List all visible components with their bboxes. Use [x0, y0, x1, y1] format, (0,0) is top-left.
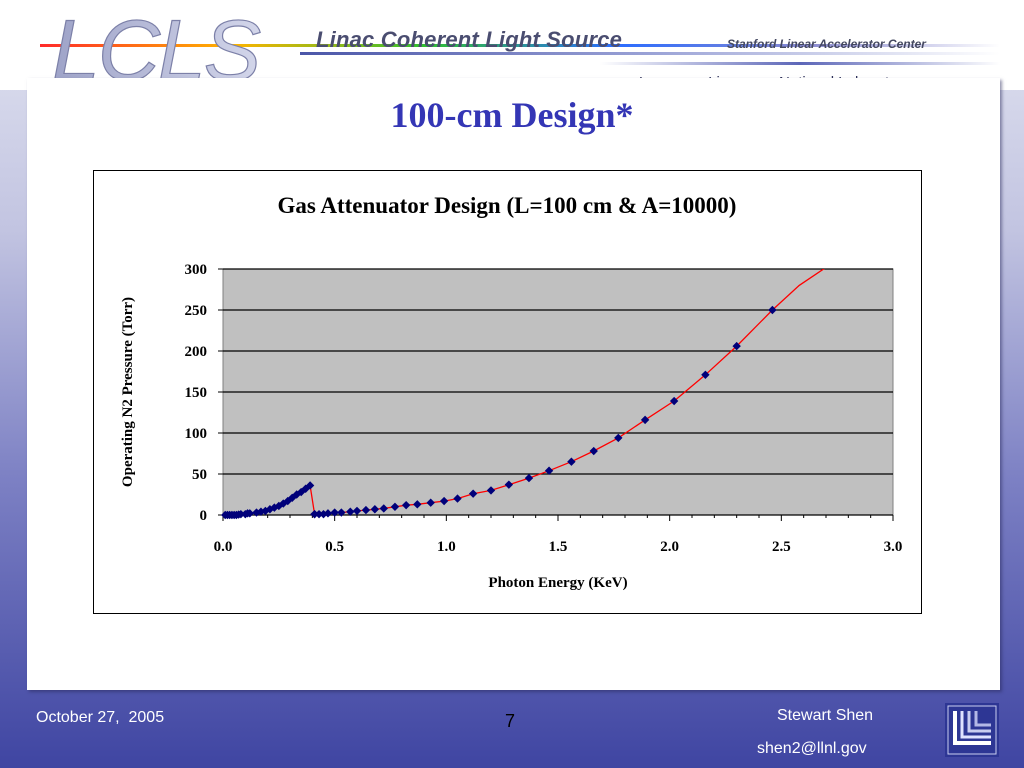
data-point: [256, 507, 266, 516]
footer-email: shen2@llnl.gov: [757, 740, 867, 757]
data-point: [567, 457, 576, 466]
data-point: [352, 506, 362, 516]
data-point: [379, 504, 388, 513]
header-stripe: [300, 52, 1000, 55]
header-organization: Stanford Linear Accelerator Center: [727, 37, 926, 51]
data-point: [390, 502, 400, 511]
x-tick-label: 0.0: [214, 539, 233, 555]
data-point: [283, 496, 292, 506]
chart-title: Gas Attenuator Design (L=100 cm & A=1000…: [278, 193, 737, 218]
data-point: [370, 505, 380, 514]
header-title: Linac Coherent Light Source: [316, 27, 623, 52]
chart-container: Gas Attenuator Design (L=100 cm & A=1000…: [93, 170, 922, 614]
data-point: [288, 493, 297, 502]
data-point: [426, 498, 435, 507]
x-axis-label: Photon Energy (KeV): [488, 575, 627, 591]
x-tick-label: 1.5: [549, 539, 568, 555]
lcls-logo: LCLS: [51, 2, 263, 90]
data-point: [544, 466, 554, 475]
x-tick-label: 2.0: [660, 539, 679, 555]
header-stripe: [40, 44, 1000, 47]
footer-date: October 27, 2005: [36, 709, 165, 726]
x-tick-label: 0.5: [325, 539, 344, 555]
data-point: [732, 341, 741, 351]
data-point: [504, 480, 514, 489]
footer-author: Stewart Shen: [777, 707, 874, 724]
y-tick-label: 50: [192, 467, 207, 483]
data-point: [439, 496, 449, 506]
y-tick-label: 150: [185, 385, 208, 401]
data-point: [453, 494, 462, 503]
x-tick-label: 3.0: [884, 539, 903, 555]
y-tick-label: 300: [185, 262, 208, 278]
data-point: [768, 305, 777, 315]
data-point: [669, 396, 679, 406]
slide-header: LCLS Linac Coherent Light Source Stanfor…: [0, 0, 1024, 91]
data-point: [524, 473, 534, 483]
x-tick-label: 1.0: [437, 539, 456, 555]
chart-svg: Gas Attenuator Design (L=100 cm & A=1000…: [120, 193, 903, 591]
page-number: 7: [505, 711, 516, 731]
logo-text: LCLS: [52, 3, 261, 90]
data-point: [236, 509, 246, 519]
y-tick-label: 0: [200, 508, 208, 524]
data-point: [486, 486, 496, 495]
header-stripe: [600, 62, 1000, 65]
data-point: [640, 415, 650, 425]
data-point: [346, 507, 355, 516]
data-point: [305, 481, 315, 490]
data-point: [265, 505, 275, 514]
data-point: [401, 500, 411, 510]
data-point: [361, 505, 371, 515]
y-axis-label: Operating N2 Pressure (Torr): [120, 297, 136, 487]
data-point: [261, 506, 270, 516]
data-point: [614, 433, 623, 443]
y-tick-label: 200: [185, 344, 208, 360]
slide-title: 100-cm Design*: [390, 95, 634, 135]
footer-logo-icon: [945, 703, 999, 757]
y-tick-label: 100: [185, 426, 208, 442]
x-tick-label: 2.5: [772, 539, 791, 555]
data-point: [413, 500, 422, 509]
data-point: [468, 489, 478, 498]
y-tick-label: 250: [185, 303, 208, 319]
